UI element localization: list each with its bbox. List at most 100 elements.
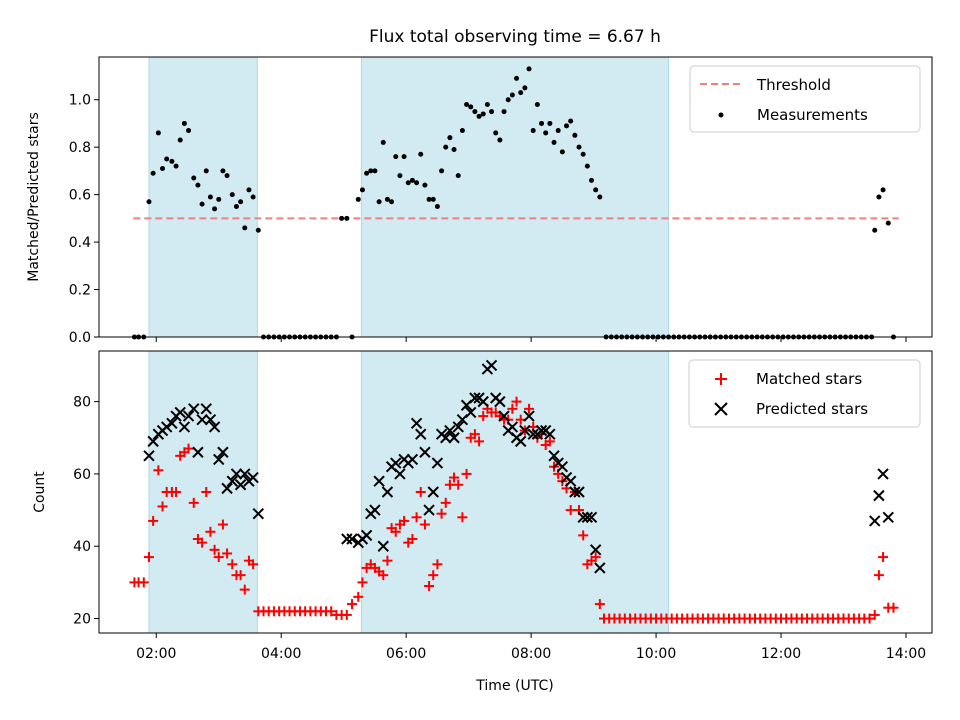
- predicted-star-point: [369, 504, 381, 516]
- matched-star-point: [235, 570, 246, 581]
- matched-star-point: [869, 609, 880, 620]
- top-ytick-label: 0.4: [69, 235, 91, 251]
- predicted-star-point: [873, 489, 885, 502]
- bottom-y-ticks: 20 40 60 80: [73, 395, 99, 628]
- top-shaded-regions: [148, 56, 670, 338]
- matched-star-point: [432, 559, 443, 570]
- measurement-point: [401, 154, 407, 160]
- measurement-point: [451, 147, 457, 153]
- measurement-point: [459, 128, 465, 134]
- measurement-point: [207, 194, 213, 200]
- matched-star-point: [183, 443, 194, 454]
- bottom-ytick-label: 40: [73, 539, 91, 555]
- predicted-star-point: [452, 421, 464, 433]
- measurement-point: [368, 168, 374, 174]
- measurement-point: [509, 92, 515, 98]
- matched-star-point: [864, 613, 875, 624]
- measurement-point: [344, 215, 350, 221]
- predicted-star-point: [444, 424, 456, 437]
- predicted-star-point: [544, 428, 556, 440]
- matched-star-point: [248, 559, 259, 570]
- measurement-point: [497, 137, 503, 143]
- predicted-star-point: [548, 450, 560, 462]
- predicted-star-point: [440, 432, 452, 444]
- measurement-point: [146, 199, 152, 205]
- matched-star-point: [424, 581, 435, 591]
- top-shade-0: [148, 56, 258, 338]
- predicted-star-point: [346, 533, 358, 545]
- predicted-star-point: [535, 424, 548, 437]
- measurement-point: [414, 180, 420, 186]
- measurement-point: [173, 163, 179, 169]
- measurement-point: [155, 130, 161, 136]
- bottom-x-ticks: 02:00 04:00 06:00 08:00 10:00 12:00 14:00: [136, 633, 926, 662]
- measurement-point: [580, 151, 586, 157]
- matched-star-point: [357, 577, 368, 588]
- matched-star-point: [153, 465, 164, 476]
- measurement-point: [572, 132, 578, 138]
- predicted-star-point: [406, 453, 419, 466]
- measurement-point: [233, 203, 239, 209]
- predicted-star-point: [221, 482, 233, 495]
- measurement-point: [397, 173, 403, 179]
- predicted-star-point: [226, 475, 238, 487]
- predicted-star-point: [577, 511, 589, 524]
- measurement-point: [203, 168, 209, 174]
- predicted-star-point: [581, 511, 594, 524]
- matched-star-point: [507, 403, 518, 414]
- legend-matched-label: Matched stars: [756, 370, 862, 388]
- predicted-star-point: [498, 410, 510, 422]
- bottom-y-axis-label: Count: [32, 471, 48, 513]
- measurement-point: [880, 187, 886, 193]
- measurement-point: [439, 168, 445, 174]
- measurement-point: [191, 175, 197, 181]
- matched-star-point: [888, 602, 899, 613]
- measurement-point: [250, 194, 256, 200]
- matched-star-point: [578, 530, 589, 541]
- matched-star-point: [148, 515, 159, 526]
- matched-star-point: [222, 548, 233, 559]
- predicted-star-point: [390, 457, 402, 469]
- top-legend: Threshold Measurements: [689, 65, 921, 133]
- measurement-point: [339, 215, 345, 221]
- legend-threshold-label: Threshold: [756, 76, 831, 94]
- matched-star-point: [197, 537, 208, 548]
- bottom-ytick-label: 20: [73, 612, 91, 628]
- measurements-points: [131, 66, 896, 340]
- top-x-ticks: [155, 337, 907, 342]
- matched-star-point: [326, 606, 337, 617]
- measurement-point: [434, 203, 440, 209]
- matched-star-point: [474, 436, 485, 447]
- top-ytick-label: 0.2: [69, 283, 91, 299]
- predicted-star-point: [192, 446, 204, 458]
- top-ytick-label: 0.8: [69, 140, 91, 156]
- predicted-star-point: [431, 457, 444, 469]
- matched-star-point: [382, 555, 393, 566]
- chart-title: Flux total observing time = 6.67 h: [369, 27, 661, 47]
- measurement-point: [422, 182, 428, 188]
- predicted-star-point: [519, 424, 531, 437]
- predicted-star-point: [174, 406, 186, 419]
- matched-star-point: [138, 577, 149, 588]
- matched-star-point: [205, 526, 216, 537]
- predicted-star-point: [394, 468, 406, 480]
- measurement-point: [493, 130, 499, 136]
- predicted-star-point: [573, 486, 585, 498]
- measurement-point: [242, 225, 248, 231]
- bottom-ytick-label: 80: [73, 395, 91, 411]
- top-ytick-label: 1.0: [69, 93, 91, 109]
- measurement-point: [534, 101, 540, 107]
- matched-star-point: [188, 497, 199, 508]
- predicted-star-point: [213, 453, 225, 466]
- matched-star-point: [419, 519, 430, 530]
- predicted-star-point: [147, 435, 159, 448]
- x-axis-label: Time (UTC): [475, 678, 553, 694]
- measurement-point: [568, 118, 574, 124]
- measurement-point: [559, 149, 565, 155]
- predicted-star-point: [200, 403, 212, 415]
- predicted-star-point: [523, 410, 535, 422]
- matched-star-point: [461, 468, 472, 479]
- predicted-star-point: [477, 395, 489, 408]
- predicted-star-point: [415, 428, 427, 440]
- predicted-star-point: [514, 435, 527, 448]
